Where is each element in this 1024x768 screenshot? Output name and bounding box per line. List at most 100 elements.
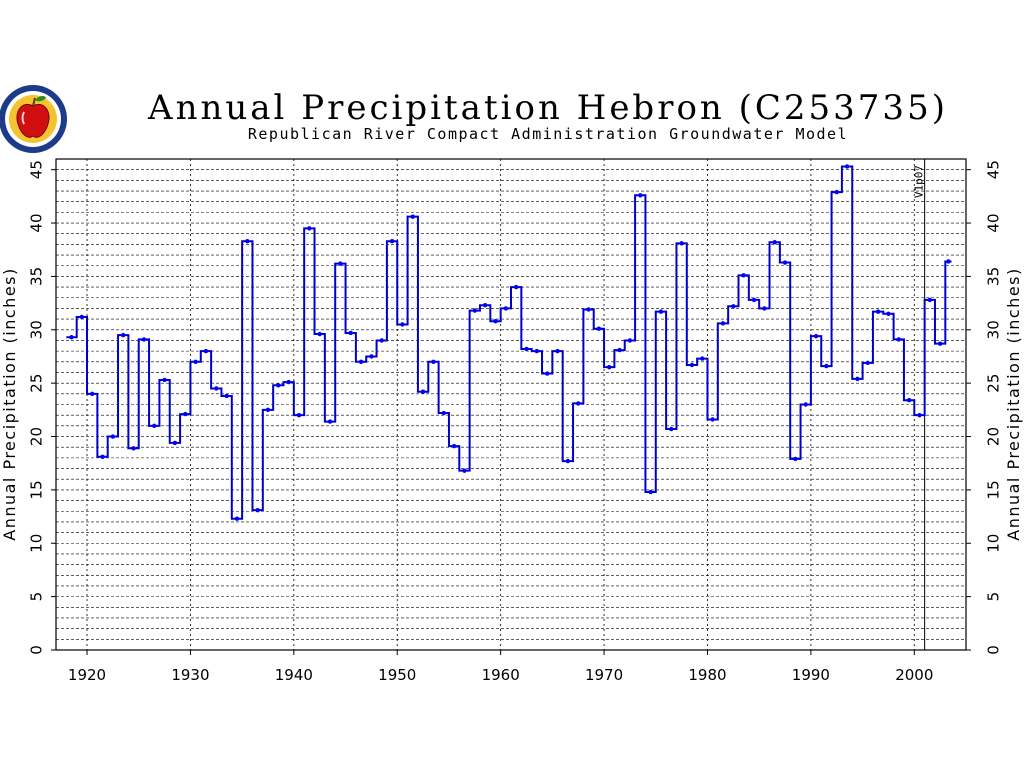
data-point (669, 427, 673, 431)
y-tick-label-right: 5 (984, 592, 1002, 602)
marker-layer (69, 164, 950, 521)
data-point (317, 332, 321, 336)
data-point (400, 322, 404, 326)
data-point (897, 337, 901, 341)
data-point (483, 303, 487, 307)
data-point (731, 304, 735, 308)
data-point (752, 298, 756, 302)
data-point (617, 348, 621, 352)
data-point (255, 508, 259, 512)
y-tick-label-right: 45 (984, 160, 1002, 179)
data-point (411, 214, 415, 218)
data-point (204, 349, 208, 353)
data-point (700, 356, 704, 360)
data-point (917, 413, 921, 417)
apple-icon (17, 104, 49, 137)
data-point (504, 306, 508, 310)
x-tick-label: 1920 (68, 666, 106, 684)
data-point (886, 312, 890, 316)
data-point (390, 239, 394, 243)
data-point (824, 364, 828, 368)
y-tick-label-left: 20 (27, 427, 45, 446)
y-tick-label-right: 10 (984, 534, 1002, 553)
data-point (679, 241, 683, 245)
data-point (493, 319, 497, 323)
data-point (741, 273, 745, 277)
y-tick-label-right: 25 (984, 374, 1002, 393)
y-tick-label-right: 35 (984, 267, 1002, 286)
y-tick-label-left: 35 (27, 267, 45, 286)
data-point (938, 341, 942, 345)
data-point (907, 398, 911, 402)
data-point (69, 335, 73, 339)
data-point (193, 360, 197, 364)
data-point (369, 354, 373, 358)
data-point (597, 327, 601, 331)
data-point (555, 349, 559, 353)
y-axis-label-right: Annual Precipitation (inches) (1004, 267, 1023, 540)
x-tick-label: 1970 (585, 666, 623, 684)
data-point (245, 239, 249, 243)
x-tick-label: 1950 (378, 666, 416, 684)
data-point (814, 334, 818, 338)
data-point (866, 361, 870, 365)
y-tick-label-left: 45 (27, 160, 45, 179)
data-point (152, 424, 156, 428)
y-tick-label-left: 5 (27, 592, 45, 602)
data-point (690, 363, 694, 367)
data-point (338, 261, 342, 265)
data-point (514, 285, 518, 289)
data-point (793, 457, 797, 461)
x-tick-label: 1930 (171, 666, 209, 684)
plot-frame (51, 159, 971, 655)
series-step-line (66, 166, 951, 518)
data-point (928, 298, 932, 302)
data-point (783, 260, 787, 264)
x-tick-label: 1990 (792, 666, 830, 684)
data-point (359, 360, 363, 364)
x-tick-label: 2000 (895, 666, 933, 684)
y-tick-label-right: 20 (984, 427, 1002, 446)
data-point (297, 413, 301, 417)
data-point (535, 349, 539, 353)
data-point (524, 347, 528, 351)
data-point (638, 193, 642, 197)
data-point (442, 411, 446, 415)
y-tick-label-right: 40 (984, 213, 1002, 232)
y-tick-label-left: 15 (27, 480, 45, 499)
y-tick-label-left: 25 (27, 374, 45, 393)
data-point (421, 389, 425, 393)
y-tick-label-left: 10 (27, 534, 45, 553)
data-point (183, 412, 187, 416)
data-point (876, 309, 880, 313)
data-point (80, 315, 84, 319)
data-point (276, 383, 280, 387)
grid-lines (56, 159, 966, 650)
data-point (380, 338, 384, 342)
data-point (235, 517, 239, 521)
data-point (111, 434, 115, 438)
y-tick-label-left: 30 (27, 320, 45, 339)
data-point (90, 392, 94, 396)
data-point (804, 402, 808, 406)
series-layer (66, 166, 951, 518)
y-axis-label-left: Annual Precipitation (inches) (0, 267, 19, 540)
data-point (121, 333, 125, 337)
chart-title: Annual Precipitation Hebron (C253735) (147, 88, 948, 128)
data-point (845, 164, 849, 168)
data-point (452, 444, 456, 448)
data-point (721, 321, 725, 325)
annotation-label: V1p07 (913, 165, 926, 198)
data-point (142, 337, 146, 341)
x-tick-label: 1960 (482, 666, 520, 684)
data-point (659, 309, 663, 313)
data-point (224, 394, 228, 398)
data-point (855, 377, 859, 381)
data-point (835, 190, 839, 194)
y-tick-label-left: 0 (27, 645, 45, 655)
chart-subtitle: Republican River Compact Administration … (248, 125, 848, 143)
data-point (566, 459, 570, 463)
data-point (545, 371, 549, 375)
